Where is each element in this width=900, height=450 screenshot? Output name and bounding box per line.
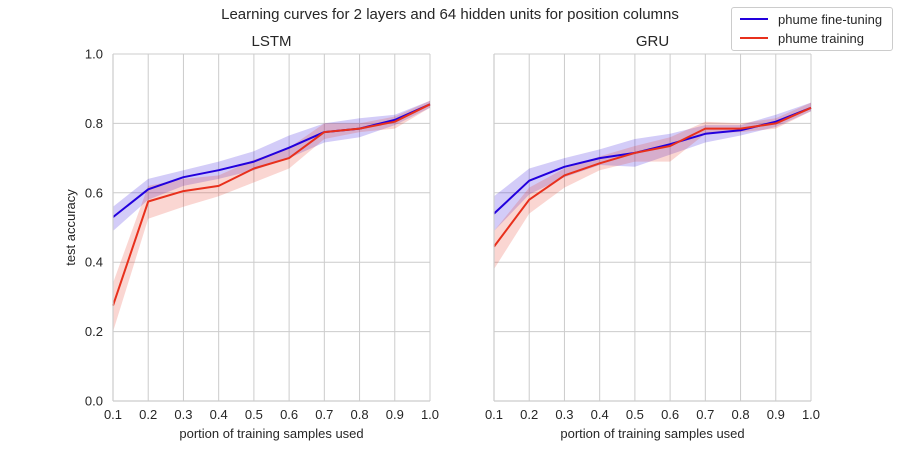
x-tick-label: 0.7 (315, 407, 333, 422)
x-tick-label: 0.2 (520, 407, 538, 422)
confidence-band-fine-tuning (494, 102, 811, 231)
confidence-band-training (494, 102, 811, 270)
x-tick-label: 0.7 (696, 407, 714, 422)
x-tick-label: 1.0 (421, 407, 439, 422)
x-tick-label: 0.4 (210, 407, 228, 422)
x-tick-label: 0.5 (245, 407, 263, 422)
x-tick-label: 1.0 (802, 407, 820, 422)
legend-swatch-training (740, 37, 768, 39)
x-tick-label: 0.8 (732, 407, 750, 422)
x-tick-label: 0.6 (280, 407, 298, 422)
series-line-training (493, 106, 812, 248)
x-tick-label: 0.4 (591, 407, 609, 422)
confidence-band-fine-tuning (113, 100, 430, 231)
y-tick-label: 0.6 (85, 185, 103, 200)
x-axis-label: portion of training samples used (179, 426, 363, 441)
x-tick-label: 0.6 (661, 407, 679, 422)
x-tick-label: 0.9 (386, 407, 404, 422)
legend-label-training: phume training (778, 30, 864, 46)
y-tick-label: 0.0 (85, 394, 103, 409)
y-tick-label: 0.4 (85, 255, 103, 270)
x-tick-label: 0.1 (104, 407, 122, 422)
x-tick-label: 0.2 (139, 407, 157, 422)
panel-title: GRU (636, 33, 669, 50)
y-tick-label: 0.8 (85, 116, 103, 131)
confidence-band-training (113, 100, 430, 332)
x-tick-label: 0.3 (174, 407, 192, 422)
legend-swatch-fine-tuning (740, 18, 768, 20)
panel-lstm: 0.1 0.2 0.3 0.4 0.5 0.6 0.7 0.8 0.9 1.0 0.0 0.2 0.4 0… (63, 33, 439, 441)
x-axis-label: portion of training samples used (560, 426, 744, 441)
y-tick-label: 0.2 (85, 324, 103, 339)
x-tick-label: 0.5 (626, 407, 644, 422)
legend: phume fine-tuning phume training (731, 7, 893, 51)
x-tick-label: 0.8 (351, 407, 369, 422)
x-tick-label: 0.3 (555, 407, 573, 422)
figure-title: Learning curves for 2 layers and 64 hidd… (221, 6, 679, 23)
x-tick-label: 0.9 (767, 407, 785, 422)
y-axis-label: test accuracy (63, 189, 78, 266)
x-tick-label: 0.1 (485, 407, 503, 422)
y-tick-label: 1.0 (85, 47, 103, 62)
legend-item-training: phume training (740, 30, 864, 46)
series-line-training (112, 103, 431, 306)
legend-item-fine-tuning: phume fine-tuning (740, 11, 882, 27)
legend-label-fine-tuning: phume fine-tuning (778, 11, 883, 27)
panel-title: LSTM (251, 33, 291, 50)
panel-gru: 0.1 0.2 0.3 0.4 0.5 0.6 0.7 0.8 0.9 1.0 GRU portion… (485, 33, 820, 441)
